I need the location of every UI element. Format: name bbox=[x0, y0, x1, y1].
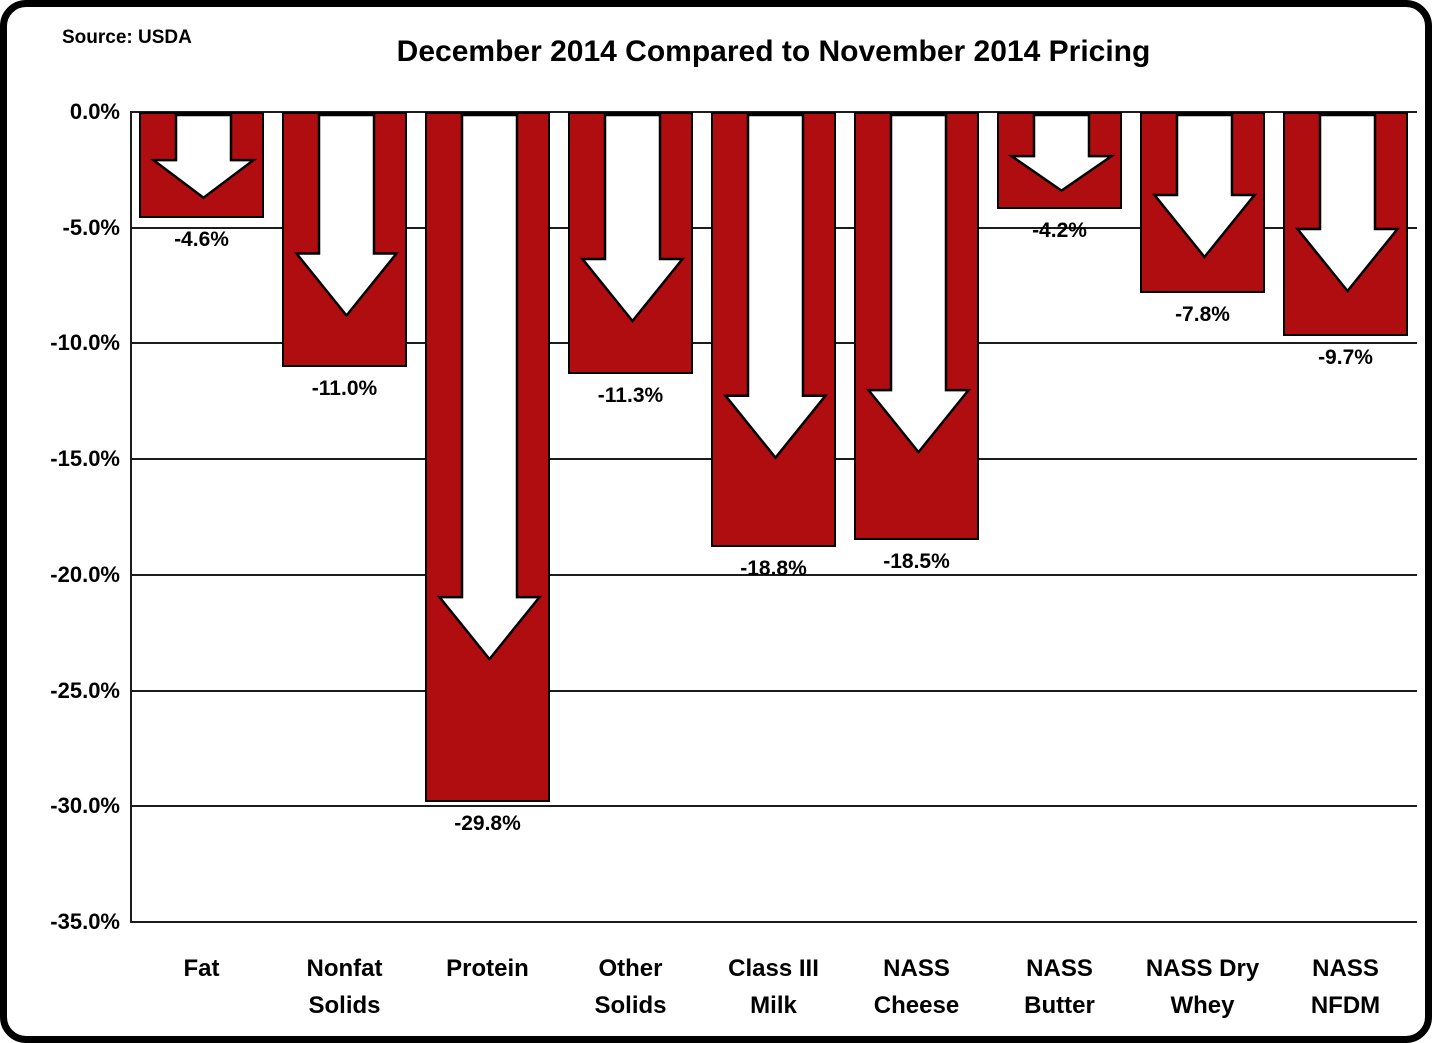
y-tick-label: -10.0% bbox=[50, 330, 120, 356]
bar-nass-cheese bbox=[854, 112, 979, 540]
down-arrow-icon bbox=[722, 113, 829, 460]
category-label: Nonfat Solids bbox=[273, 950, 416, 1024]
down-arrow-icon bbox=[579, 113, 686, 323]
y-tick-label: -15.0% bbox=[50, 446, 120, 472]
y-tick-label: -35.0% bbox=[50, 909, 120, 934]
y-tick-label: -20.0% bbox=[50, 561, 120, 587]
bar-nonfat-solids bbox=[282, 112, 407, 367]
value-label: -9.7% bbox=[1318, 346, 1373, 369]
category-label-line: Whey bbox=[1170, 992, 1235, 1019]
gridline bbox=[130, 805, 1417, 808]
chart-title: December 2014 Compared to November 2014 … bbox=[396, 35, 1151, 68]
value-label: -18.5% bbox=[883, 550, 950, 573]
down-arrow-icon bbox=[1007, 113, 1116, 193]
bar-fat bbox=[139, 112, 264, 218]
bar-class-iii-milk bbox=[711, 112, 836, 547]
bar-other-solids bbox=[568, 112, 693, 374]
category-label-line: NASS bbox=[883, 955, 950, 982]
down-arrow-icon bbox=[436, 113, 543, 662]
category-label-line: Fat bbox=[183, 955, 220, 982]
category-label-line: NASS bbox=[1312, 955, 1379, 982]
category-label: NASS NFDM bbox=[1274, 950, 1417, 1024]
gridline bbox=[130, 573, 1417, 576]
category-label-line: NASS bbox=[1026, 955, 1093, 982]
category-label: Fat bbox=[130, 950, 273, 987]
category-label-line: Solids bbox=[594, 992, 667, 1019]
category-label-line: Other bbox=[598, 955, 663, 982]
value-label: -11.3% bbox=[597, 384, 664, 407]
down-arrow-icon bbox=[1294, 113, 1401, 293]
value-label: -11.0% bbox=[311, 377, 378, 400]
value-label: -29.8% bbox=[454, 812, 521, 835]
bar-protein bbox=[425, 112, 550, 802]
category-label-line: Milk bbox=[750, 992, 797, 1019]
down-arrow-icon bbox=[149, 113, 258, 200]
category-label: Class III Milk bbox=[702, 950, 845, 1024]
y-tick-label: 0.0% bbox=[69, 99, 120, 124]
category-label-line: NASS Dry bbox=[1145, 955, 1260, 982]
y-tick-label: -5.0% bbox=[62, 214, 120, 240]
bar-nass-nfdm bbox=[1283, 112, 1408, 336]
value-label: -4.2% bbox=[1032, 219, 1087, 242]
value-label: -4.6% bbox=[174, 228, 229, 251]
value-label: -7.8% bbox=[1175, 303, 1230, 326]
bar-nass-dry-whey bbox=[1140, 112, 1265, 293]
category-label-line: Solids bbox=[308, 992, 381, 1019]
gridline bbox=[130, 689, 1417, 692]
y-axis-line bbox=[130, 112, 132, 922]
gridline bbox=[130, 921, 1417, 923]
category-label-line: Class III bbox=[728, 955, 819, 982]
source-label: Source: USDA bbox=[62, 27, 192, 48]
category-label-line: Protein bbox=[446, 955, 529, 982]
y-tick-label: -25.0% bbox=[50, 677, 120, 703]
category-label: NASS Butter bbox=[988, 950, 1131, 1024]
down-arrow-icon bbox=[293, 113, 400, 318]
category-label-line: NFDM bbox=[1310, 992, 1381, 1019]
down-arrow-icon bbox=[1151, 113, 1258, 259]
category-label-line: Cheese bbox=[873, 992, 960, 1019]
bar-nass-butter bbox=[997, 112, 1122, 209]
category-label: Other Solids bbox=[559, 950, 702, 1024]
category-label: Protein bbox=[416, 950, 559, 987]
category-label: NASS Cheese bbox=[845, 950, 988, 1024]
category-label-line: Butter bbox=[1024, 992, 1095, 1019]
category-label-line: Nonfat bbox=[306, 955, 383, 982]
category-label: NASS Dry Whey bbox=[1131, 950, 1274, 1024]
down-arrow-icon bbox=[865, 113, 972, 455]
value-label: -18.8% bbox=[740, 557, 807, 580]
y-tick-label: -30.0% bbox=[50, 793, 120, 819]
